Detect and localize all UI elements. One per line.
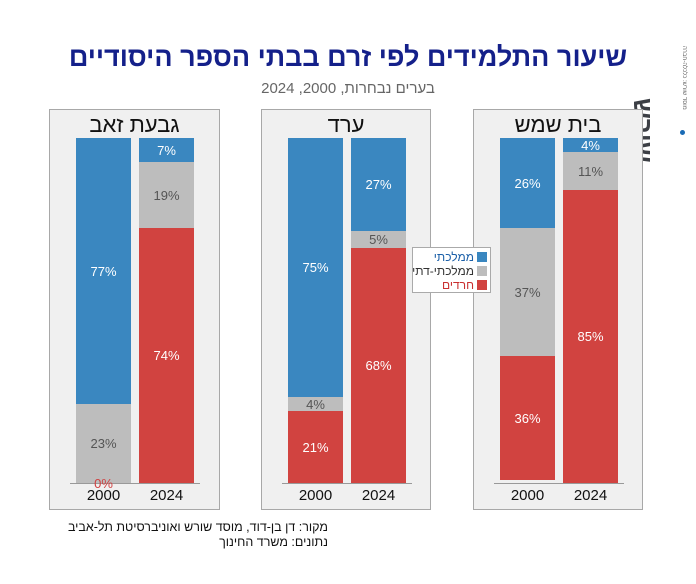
data-label: 27% [365,177,392,192]
data-label: 74% [153,348,180,363]
legend-label: חרדים [442,278,474,292]
data-label: 19% [153,187,180,203]
logo-dot-icon [680,130,685,135]
x-tick-label: 2024 [149,487,184,504]
x-tick-label: 2024 [361,487,396,504]
segment-haredim: 36% [500,356,555,480]
data-label: 26% [514,175,541,191]
stacked-bar-2000: 75% 4% 21% [288,138,343,483]
segment-haredim: 74% [139,228,194,483]
source-note: מקור: דן בן-דוד, מוסד שורש ואוניברסיטת ת… [12,520,328,550]
stacked-bar-2024: 4% 11% 85% [563,138,618,483]
segment-mamlachti: 26% [500,138,555,228]
data-label: 11% [577,163,604,179]
logo-tagline: מוסד שורש: כלכלה-חברה [681,46,687,110]
segment-haredim: 85% [563,190,618,483]
segment-haredim: 68% [351,248,406,483]
data-label: 36% [514,410,541,426]
x-tick-label: 2024 [573,487,608,504]
stacked-bar-2000: 77% 23% [76,138,131,483]
segment-mamlachti-dati: 4% [288,396,343,412]
segment-mamlachti-dati: 37% [500,228,555,356]
data-label: 77% [90,263,117,279]
panel-title: בית שמש [514,112,602,137]
panel-title: גבעת זאב [89,112,180,137]
chart-title: שיעור התלמידים לפי זרם בבתי הספר היסודיי… [68,42,628,72]
x-axis-baseline [494,483,624,484]
stacked-bar-2000: 26% 37% 36% [500,138,555,483]
x-tick-label: 2000 [510,487,545,504]
legend-item-mamlachti: ממלכתי [416,250,487,264]
legend-item-mamlachti-dati: ממלכתי-דתי [412,264,487,278]
legend-label: ממלכתי [433,250,474,264]
source-line: מקור: דן בן-דוד, מוסד שורש ואוניברסיטת ת… [67,520,328,534]
segment-mamlachti: 7% [139,138,194,162]
legend-swatch-icon [477,252,487,262]
stacked-bar-2024: 27% 5% 68% [351,138,406,483]
data-label-zero: 0% [94,476,113,491]
segment-mamlachti-dati: 5% [351,231,406,248]
x-tick-label: 2000 [298,487,333,504]
panel-title: ערד [327,112,365,137]
chart-subtitle: בערים נבחרות, 2000, 2024 [261,80,435,97]
data-label: 68% [365,358,392,373]
chart-legend: ממלכתי ממלכתי-דתי חרדים [412,247,491,293]
data-label: 21% [302,439,329,455]
shoresh-logo: שורש מוסד שורש: כלכלה-חברה [628,42,696,163]
data-label: 85% [577,329,604,344]
x-axis-baseline [282,483,412,484]
segment-mamlachti: 4% [563,137,618,153]
segment-mamlachti: 27% [351,138,406,231]
legend-swatch-icon [477,266,487,276]
x-tick-label: 2000 [86,487,121,504]
segment-haredim: 21% [288,411,343,483]
data-label: 75% [302,260,329,275]
data-label: 4% [581,137,600,153]
data-label: 4% [306,396,325,412]
data-label: 23% [90,436,117,451]
legend-label: ממלכתי-דתי [412,264,474,278]
stacked-bar-2024: 7% 19% 74% [139,138,194,483]
data-label: 5% [369,232,388,247]
segment-mamlachti-dati: 19% [139,162,194,228]
city-panel: גבעת זאב 77% 23% 0% 2000 7% 19% 74% 2024 [49,109,220,510]
segment-mamlachti-dati: 23% [76,404,131,483]
segment-mamlachti: 77% [76,138,131,404]
city-panel: ערד 75% 4% 21% 2000 27% 5% 68% 2024 [261,109,431,510]
city-panel: בית שמש 26% 37% 36% 2000 4% 11% 85% 2024 [473,109,643,510]
segment-mamlachti-dati: 11% [563,152,618,190]
legend-swatch-icon [477,280,487,290]
legend-item-haredim: חרדים [416,278,487,292]
data-label: 7% [157,142,176,158]
x-axis-baseline [70,483,200,484]
data-label: 37% [514,284,541,300]
segment-mamlachti: 75% [288,138,343,397]
data-source-line: נתונים: משרד החינוך [219,535,328,549]
